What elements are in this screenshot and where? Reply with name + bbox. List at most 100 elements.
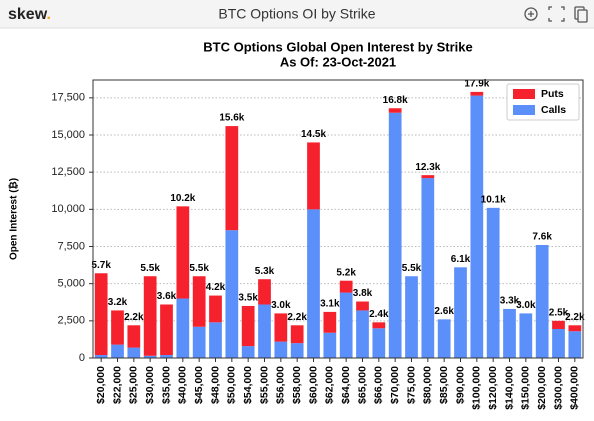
bar-segment: [160, 304, 173, 356]
bar-segment: [356, 301, 369, 311]
legend-label: Puts: [541, 88, 564, 100]
bar-segment: [307, 142, 320, 210]
bar-segment: [209, 295, 222, 323]
total-label: 7.6k: [532, 232, 552, 243]
bar-segment: [143, 355, 157, 358]
bar-segment: [241, 305, 255, 347]
bar-segment: [176, 298, 190, 358]
x-tick-label: $300,000: [552, 366, 564, 410]
copy-icon-back: [577, 9, 588, 23]
x-tick-label: $64,000: [340, 366, 352, 404]
bar-segment: [94, 273, 108, 356]
y-tick-label: 0: [79, 352, 85, 364]
bar-segment: [274, 313, 288, 342]
total-label: 2.5k: [549, 307, 569, 318]
bar-segment: [274, 341, 288, 358]
x-tick-label: $100,000: [471, 366, 483, 410]
x-tick-label: $200,000: [536, 366, 548, 410]
logo-dot: .: [47, 6, 51, 23]
total-label: 3.5k: [238, 293, 258, 304]
bar-segment: [192, 326, 206, 358]
bar-segment: [225, 230, 239, 358]
x-tick-label: $70,000: [389, 366, 401, 404]
total-label: 2.2k: [287, 312, 307, 323]
bar-segment: [290, 325, 304, 344]
total-label: 5.7k: [91, 260, 111, 271]
bar-segment: [307, 209, 320, 358]
legend-label: Calls: [541, 104, 566, 116]
bar-segment: [176, 206, 190, 299]
bar-segment: [405, 276, 418, 358]
bar-segment: [339, 292, 353, 358]
bar-segment: [323, 332, 337, 358]
bar-segment: [111, 344, 124, 358]
total-label: 2.4k: [369, 309, 389, 320]
x-tick-label: $55,000: [258, 366, 270, 404]
bar-segment: [143, 276, 157, 356]
x-tick-label: $56,000: [275, 366, 287, 404]
bar-segment: [241, 346, 255, 358]
bar-segment: [209, 322, 222, 358]
bar-segment: [290, 343, 304, 358]
bar-segment: [568, 331, 582, 358]
bar-segment: [388, 108, 402, 113]
x-tick-label: $120,000: [487, 366, 499, 410]
plot-frame: [92, 79, 584, 359]
bar-segment: [503, 308, 516, 358]
chart-title: BTC Options Global Open Interest by Stri…: [203, 39, 472, 54]
bar-segment: [454, 267, 467, 358]
bar-segment: [421, 175, 435, 179]
x-tick-label: $150,000: [520, 366, 532, 410]
total-label: 5.3k: [255, 266, 275, 277]
total-label: 15.6k: [219, 113, 244, 124]
total-label: 3.0k: [271, 300, 291, 311]
y-tick-label: 2,500: [57, 315, 85, 327]
total-label: 16.8k: [383, 95, 408, 106]
total-label: 10.1k: [481, 194, 506, 205]
x-tick-label: $75,000: [405, 366, 417, 404]
bar-segment: [372, 328, 386, 358]
bar-segment: [356, 310, 369, 358]
add-icon-plus: [528, 11, 534, 17]
add-icon[interactable]: [524, 7, 538, 21]
bar-segment: [568, 325, 582, 332]
total-label: 3.6k: [157, 291, 177, 302]
x-tick-label: $30,000: [144, 366, 156, 404]
y-tick-label: 17,500: [51, 92, 85, 104]
x-tick-label: $60,000: [307, 366, 319, 404]
x-tick-label: $65,000: [356, 366, 368, 404]
widget-title: BTC Options OI by Strike: [218, 6, 375, 22]
bar-segment: [437, 319, 451, 358]
x-tick-label: $66,000: [373, 366, 385, 404]
x-tick-label: $58,000: [291, 366, 303, 404]
bar-segment: [127, 325, 141, 348]
total-label: 3.2k: [108, 297, 128, 308]
total-label: 5.5k: [189, 263, 209, 274]
bar-segment: [535, 245, 549, 358]
bar-segment: [372, 322, 386, 329]
bar-segment: [160, 355, 173, 358]
chart-subtitle: As Of: 23-Oct-2021: [280, 54, 396, 69]
x-tick-label: $80,000: [422, 366, 434, 404]
legend-swatch: [513, 105, 535, 115]
top-bar: [0, 0, 594, 28]
total-label: 3.3k: [500, 296, 520, 307]
total-label: 12.3k: [415, 162, 440, 173]
total-label: 17.9k: [464, 79, 489, 90]
total-label: 5.2k: [336, 267, 356, 278]
x-tick-label: $50,000: [226, 366, 238, 404]
logo-text: skew: [8, 6, 48, 23]
total-label: 2.2k: [124, 312, 144, 323]
expand-icon[interactable]: [548, 6, 565, 22]
y-tick-label: 12,500: [51, 166, 85, 178]
logo: skew.: [8, 6, 51, 23]
total-label: 3.8k: [353, 288, 373, 299]
x-tick-label: $25,000: [128, 366, 140, 404]
x-tick-label: $62,000: [324, 366, 336, 404]
x-tick-label: $140,000: [503, 366, 515, 410]
toolbar-icons: [524, 6, 588, 23]
bar-segment: [127, 347, 141, 358]
y-axis-label: Open Interest (₿): [8, 178, 20, 260]
bar-segment: [94, 355, 108, 358]
